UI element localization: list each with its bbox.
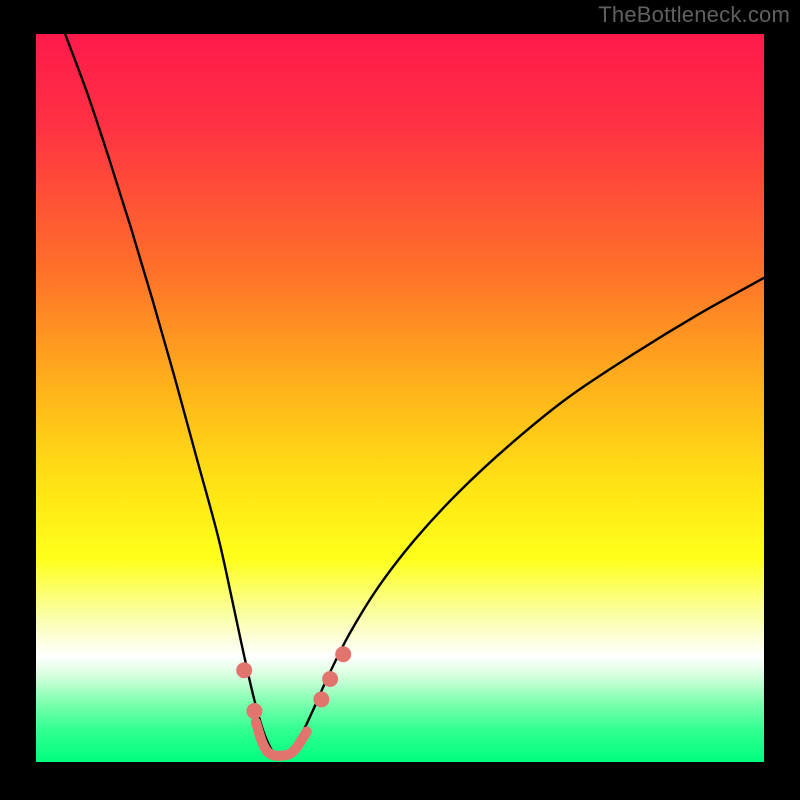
highlight-marker [313,691,329,707]
highlight-marker [322,671,338,687]
highlight-marker [236,662,252,678]
highlight-marker [246,703,262,719]
watermark-text: TheBottleneck.com [598,2,790,28]
plot-area [36,34,764,762]
chart-stage: TheBottleneck.com [0,0,800,800]
highlight-marker [335,646,351,662]
plot-svg [36,34,764,762]
gradient-background [36,34,764,762]
